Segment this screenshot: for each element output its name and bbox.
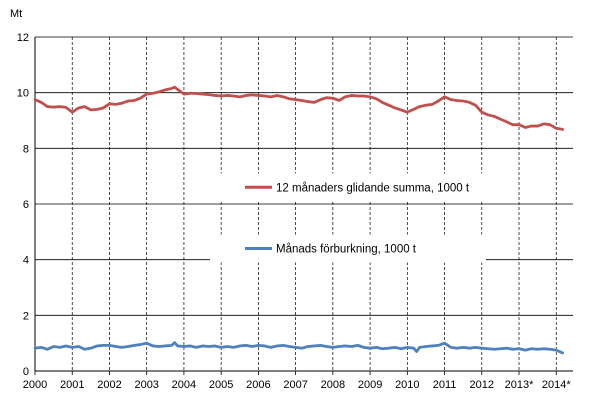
y-tick-label: 2: [23, 310, 29, 322]
x-tick-label: 2010: [395, 379, 419, 391]
legend-label-2: Månads förburkning, 1000 t: [276, 244, 417, 256]
x-tick-label: 2002: [97, 379, 121, 391]
y-tick-labels: 0 2 4 6 8 10 12: [17, 32, 29, 378]
horizontal-gridlines: [35, 36, 573, 316]
x-tick-label: 2000: [23, 379, 47, 391]
y-tick-label: 10: [17, 88, 29, 100]
x-tick-label: 2013*: [505, 379, 534, 391]
x-tick-label: 2005: [209, 379, 233, 391]
x-tick-labels: 2000 2001 2002 2003 2004 2005 2006 2007 2008 2009…: [23, 379, 572, 391]
x-tick-label: 2001: [60, 379, 84, 391]
y-tick-label: 12: [17, 32, 29, 44]
x-tick-label: 2014*: [542, 379, 571, 391]
x-tick-label: 2003: [134, 379, 158, 391]
axes: [34, 37, 573, 375]
y-tick-label: 6: [23, 199, 29, 211]
x-tick-label: 2012: [470, 379, 494, 391]
vertical-gridlines: [71, 37, 557, 371]
series-line-1: [33, 85, 564, 131]
x-tick-label: 2007: [283, 379, 307, 391]
legend-label-1: 12 månaders glidande summa, 1000 t: [276, 182, 470, 194]
x-tick-label: 2009: [358, 379, 382, 391]
legend: 12 månaders glidande summa, 1000 t Månads…: [245, 182, 470, 256]
y-tick-label: 0: [23, 366, 29, 378]
y-tick-label: 4: [23, 255, 29, 267]
x-tick-label: 2004: [172, 379, 196, 391]
series-lines: [33, 85, 564, 355]
y-tick-label: 8: [23, 143, 29, 155]
x-tick-label: 2008: [321, 379, 345, 391]
y-axis-unit-label: Mt: [10, 8, 22, 20]
x-tick-label: 2011: [433, 379, 457, 391]
x-tick-label: 2006: [246, 379, 270, 391]
series-line-2: [33, 341, 564, 355]
